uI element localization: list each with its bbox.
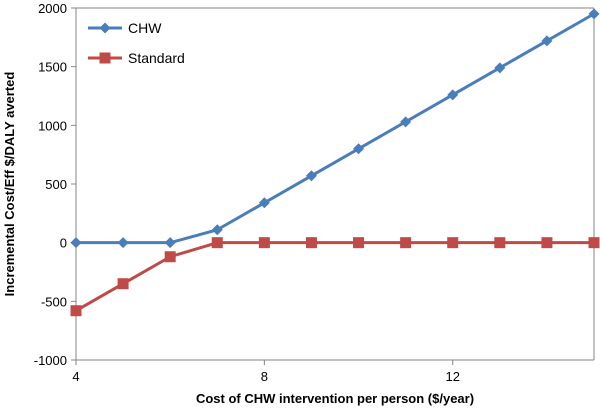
data-point-chw (117, 237, 129, 249)
x-tick-label: 12 (445, 369, 459, 384)
data-point-standard (494, 237, 506, 249)
series-line-chw (76, 12, 595, 245)
legend-item-standard: Standard (88, 50, 185, 66)
data-point-chw (494, 62, 506, 74)
y-tick-label: 1000 (38, 118, 67, 133)
legend: CHW Standard (88, 20, 185, 66)
data-point-standard (164, 251, 176, 263)
x-axis-title: Cost of CHW intervention per person ($/y… (196, 391, 474, 406)
series-chw (70, 8, 600, 249)
data-point-standard (541, 237, 553, 249)
y-axis-title: Incremental Cost/Eff $/DALY averted (2, 72, 17, 297)
legend-label-chw: CHW (128, 20, 162, 36)
legend-item-chw: CHW (88, 20, 162, 36)
data-point-chw (258, 197, 270, 209)
series-line-standard (75, 241, 594, 313)
y-tick-label: 0 (60, 236, 67, 251)
data-point-standard (353, 237, 365, 249)
data-point-chw (447, 89, 459, 101)
data-point-standard (447, 237, 459, 249)
data-point-chw (353, 143, 365, 155)
data-point-chw (541, 35, 553, 47)
data-point-chw (70, 237, 82, 249)
data-point-chw (305, 170, 317, 182)
data-point-standard (305, 237, 317, 249)
tick-group: -1000 -500 0 500 1000 1500 2000 4 8 12 (34, 1, 460, 384)
series-standard (70, 237, 600, 317)
y-tick-label: 1500 (38, 60, 67, 75)
y-tick-label: -1000 (34, 353, 67, 368)
data-point-chw (400, 116, 412, 128)
data-point-chw (588, 8, 600, 20)
data-point-standard (588, 237, 600, 249)
data-point-chw (211, 224, 223, 236)
x-tick-label: 4 (72, 369, 79, 384)
legend-label-standard: Standard (128, 50, 185, 66)
y-tick-label: 500 (45, 177, 67, 192)
legend-marker-chw (99, 22, 111, 34)
data-point-standard (70, 305, 82, 317)
legend-marker-standard (99, 52, 111, 64)
data-point-standard (211, 237, 223, 249)
series-group (70, 8, 600, 317)
x-tick-label: 8 (261, 369, 268, 384)
y-tick-label: 2000 (38, 1, 67, 16)
data-point-chw (164, 237, 176, 249)
y-tick-label: -500 (41, 294, 67, 309)
data-point-standard (258, 237, 270, 249)
data-point-standard (117, 278, 129, 290)
data-point-standard (400, 237, 412, 249)
